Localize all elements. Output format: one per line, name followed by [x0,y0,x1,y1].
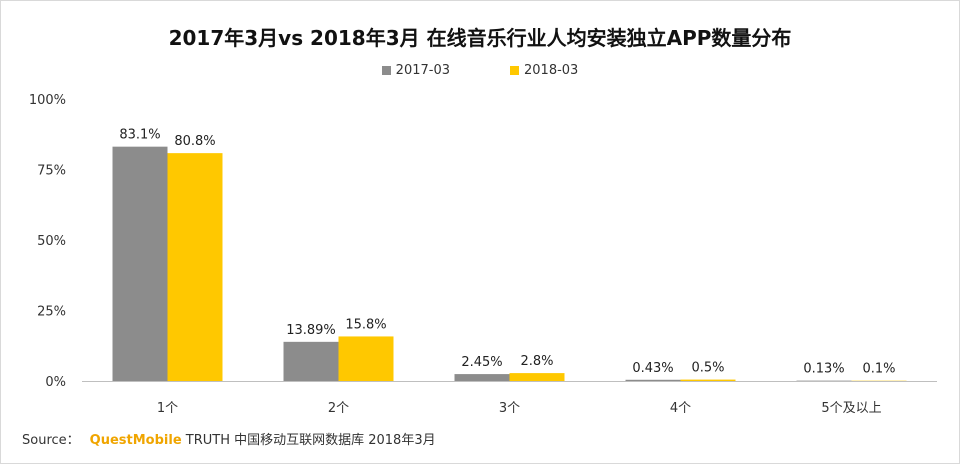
x-tick-label: 3个 [499,401,520,416]
data-label: 83.1% [119,128,160,143]
data-label: 80.8% [174,134,215,149]
y-tick-label: 50% [37,234,66,249]
chart-title: 2017年3月vs 2018年3月 在线音乐行业人均安装独立APP数量分布 [168,26,792,50]
chart-legend: 2017-03 2018-03 [0,63,960,78]
data-label: 15.8% [345,317,386,332]
bar-2017-03-3 [454,374,510,381]
legend-item-2017: 2017-03 [381,63,450,78]
bar-2018-03-2 [338,336,394,381]
data-label: 0.5% [691,361,724,376]
bar-2017-03-1 [112,146,168,381]
source-prefix: Source： [22,433,80,448]
x-tick-label: 5个及以上 [821,401,881,416]
bar-2018-03-4 [680,379,736,381]
source-note: Source： QuestMobile TRUTH 中国移动互联网数据库 2018… [22,429,436,448]
y-tick-label: 0% [45,375,66,390]
bar-2017-03-2 [283,341,339,381]
data-label: 0.1% [862,362,895,377]
x-tick-label: 4个 [670,401,691,416]
y-tick-label: 75% [37,164,66,179]
y-tick-label: 25% [37,305,66,320]
legend-swatch-2018 [510,66,519,75]
source-brand: QuestMobile [89,433,182,448]
bar-2018-03-3 [509,373,565,381]
y-tick-label: 100% [29,93,66,108]
data-label: 0.13% [803,362,844,377]
x-tick-label: 2个 [328,401,349,416]
legend-label-2017: 2017-03 [395,63,450,78]
bar-2017-03-4 [625,379,681,381]
data-label: 2.45% [461,355,502,370]
data-label: 2.8% [520,354,553,369]
data-label: 0.43% [632,361,673,376]
legend-swatch-2017 [381,66,391,75]
data-label: 13.89% [286,323,336,338]
source-text: TRUTH 中国移动互联网数据库 2018年3月 [181,433,436,448]
x-tick-label: 1个 [157,401,178,416]
bar-2018-03-1 [167,153,223,381]
legend-item-2018: 2018-03 [510,63,578,78]
legend-label-2018: 2018-03 [524,63,579,78]
